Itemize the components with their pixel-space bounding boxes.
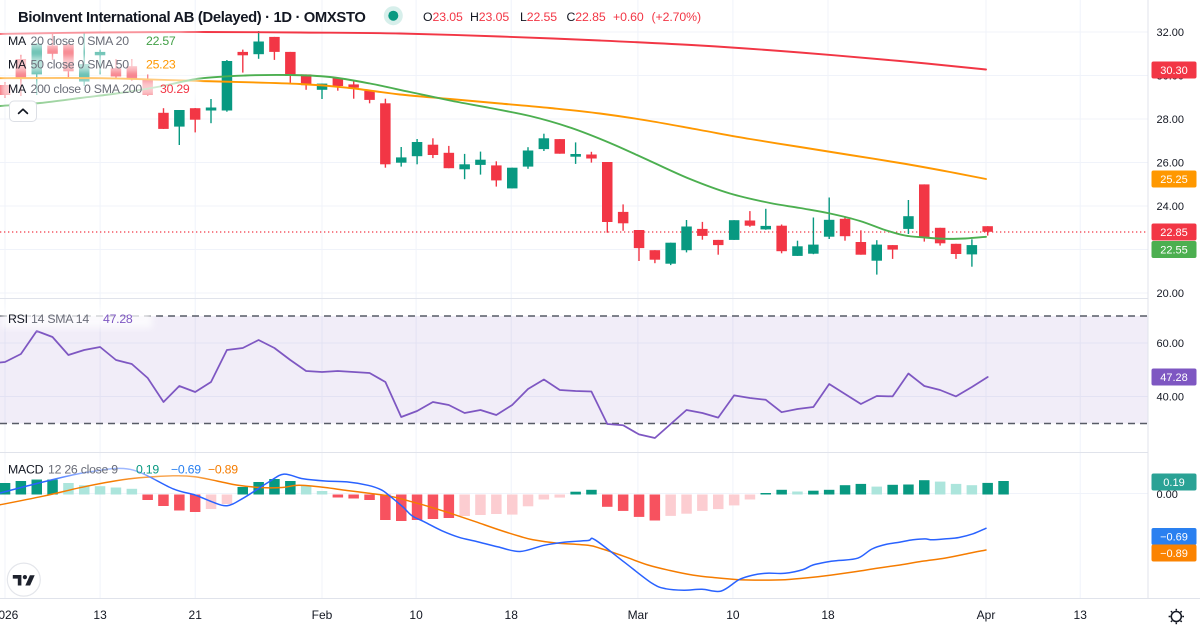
svg-text:22.55: 22.55 [1160, 245, 1188, 257]
svg-text:21: 21 [189, 608, 203, 622]
svg-text:−0.89: −0.89 [208, 462, 238, 476]
svg-text:MACD: MACD [8, 462, 44, 476]
svg-text:12 26 close 9: 12 26 close 9 [48, 462, 118, 476]
svg-text:22.85: 22.85 [1160, 227, 1188, 239]
svg-text:60.00: 60.00 [1157, 338, 1185, 350]
svg-text:−0.89: −0.89 [1160, 548, 1188, 560]
svg-text:BioInvent International AB (De: BioInvent International AB (Delayed) · 1… [18, 10, 366, 26]
svg-text:18: 18 [821, 608, 835, 622]
svg-text:−0.69: −0.69 [171, 462, 201, 476]
svg-text:32.00: 32.00 [1157, 27, 1185, 39]
svg-text:Mar: Mar [628, 608, 649, 622]
svg-text:25.23: 25.23 [146, 57, 176, 71]
svg-text:0.19: 0.19 [136, 462, 159, 476]
svg-text:MA: MA [8, 57, 27, 71]
svg-text:40.00: 40.00 [1157, 392, 1185, 404]
svg-text:50 close 0 SMA 50: 50 close 0 SMA 50 [31, 57, 130, 71]
svg-text:22.57: 22.57 [146, 34, 176, 48]
svg-text:14 SMA 14: 14 SMA 14 [31, 312, 89, 326]
svg-text:2026: 2026 [0, 608, 19, 622]
svg-text:30.30: 30.30 [1160, 65, 1188, 77]
svg-text:13: 13 [1074, 608, 1088, 622]
svg-text:28.00: 28.00 [1157, 114, 1185, 126]
svg-text:−0.69: −0.69 [1160, 532, 1188, 544]
svg-text:20.00: 20.00 [1157, 288, 1185, 300]
svg-text:MA: MA [8, 34, 27, 48]
svg-text:Feb: Feb [312, 608, 333, 622]
svg-text:26.00: 26.00 [1157, 158, 1185, 170]
svg-text:10: 10 [726, 608, 740, 622]
svg-text:20 close 0 SMA 20: 20 close 0 SMA 20 [31, 34, 130, 48]
svg-text:0.19: 0.19 [1163, 477, 1184, 489]
svg-text:200 close 0 SMA 200: 200 close 0 SMA 200 [31, 82, 143, 96]
svg-text:MA: MA [8, 82, 27, 96]
svg-text:0.00: 0.00 [1157, 489, 1178, 501]
svg-text:47.28: 47.28 [103, 312, 133, 326]
svg-text:13: 13 [93, 608, 107, 622]
svg-text:18: 18 [505, 608, 519, 622]
svg-text:30.29: 30.29 [160, 82, 190, 96]
svg-text:47.28: 47.28 [1160, 372, 1188, 384]
svg-text:RSI: RSI [8, 312, 28, 326]
svg-text:10: 10 [409, 608, 423, 622]
svg-text:25.25: 25.25 [1160, 174, 1188, 186]
svg-text:24.00: 24.00 [1157, 201, 1185, 213]
svg-text:Apr: Apr [977, 608, 996, 622]
